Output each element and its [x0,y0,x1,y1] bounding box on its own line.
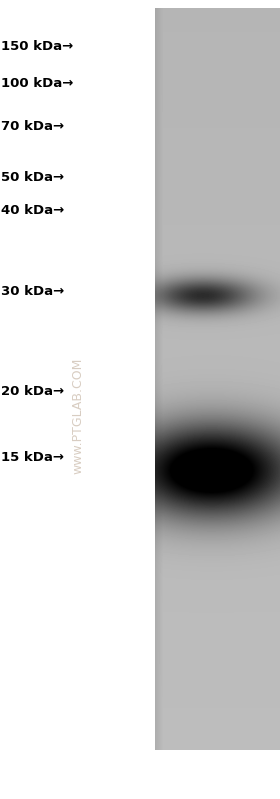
Text: 20 kDa→: 20 kDa→ [1,385,64,398]
Text: 30 kDa→: 30 kDa→ [1,285,65,298]
Text: 70 kDa→: 70 kDa→ [1,120,64,133]
Text: 50 kDa→: 50 kDa→ [1,171,64,184]
Text: 100 kDa→: 100 kDa→ [1,78,74,90]
Text: 15 kDa→: 15 kDa→ [1,451,64,463]
Text: 40 kDa→: 40 kDa→ [1,204,65,217]
Text: www.PTGLAB.COM: www.PTGLAB.COM [72,357,85,474]
Text: 150 kDa→: 150 kDa→ [1,40,74,53]
